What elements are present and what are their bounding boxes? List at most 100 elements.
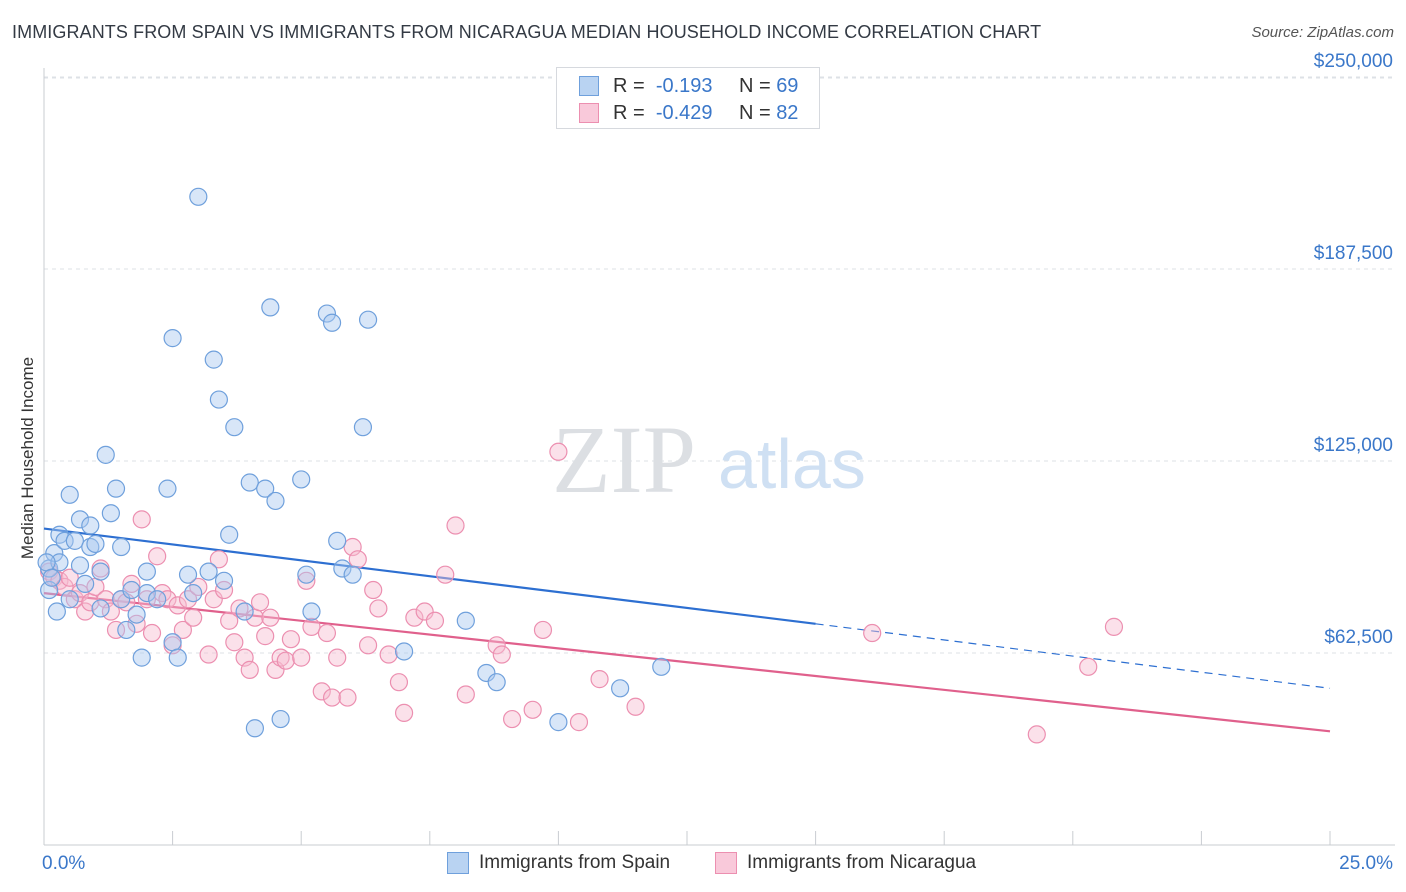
spain-point: [189, 187, 208, 206]
legend-n-value-spain: 69: [776, 74, 799, 97]
nicaragua-point: [503, 709, 522, 729]
legend-row-spain: R = -0.193 N = 69: [579, 74, 798, 98]
spain-point: [137, 583, 156, 603]
nicaragua-point: [127, 614, 146, 633]
nicaragua-point: [209, 550, 228, 569]
nicaragua-point: [549, 442, 568, 461]
spain-point: [137, 562, 156, 581]
legend-r-value-spain: -0.193: [655, 74, 713, 97]
nicaragua-point: [214, 580, 234, 600]
spain-point: [235, 602, 254, 621]
spain-trend-line: [43, 527, 816, 625]
nicaragua-point: [379, 645, 398, 664]
nicaragua-point: [358, 636, 378, 655]
spain-point: [70, 510, 90, 529]
nicaragua-point: [204, 590, 223, 609]
spain-point: [117, 620, 136, 640]
spain-point: [297, 565, 316, 584]
nicaragua-point: [492, 645, 511, 664]
spain-point: [225, 418, 244, 437]
nicaragua-point: [328, 648, 347, 667]
nicaragua-point: [137, 590, 156, 609]
nicaragua-point: [199, 645, 218, 664]
y-tick-label: $250,000: [1314, 51, 1393, 72]
spain-point: [199, 562, 218, 581]
spain-point: [70, 556, 90, 575]
spain-point: [122, 580, 141, 600]
spain-point: [302, 602, 321, 621]
spain-point: [96, 445, 115, 464]
bottom-legend-nicaragua[interactable]: Immigrants from Nicaragua: [715, 852, 976, 874]
nicaragua-point: [106, 620, 126, 640]
trend-lines: [43, 527, 1331, 733]
bottom-legend-swatch-nicaragua: [715, 852, 737, 874]
nicaragua-point: [626, 697, 645, 716]
nicaragua-point: [394, 703, 414, 723]
spain-point: [322, 313, 342, 332]
nicaragua-point: [132, 510, 151, 529]
spain-point: [86, 534, 105, 554]
spain-point: [358, 310, 378, 329]
y-tick-labels: $62,500 $125,000 $187,500 $250,000: [1314, 51, 1393, 648]
bottom-legend-spain[interactable]: Immigrants from Spain: [447, 852, 670, 874]
spain-point: [47, 602, 66, 621]
legend-r-label: R =: [613, 101, 645, 124]
x-ticks: [43, 831, 1331, 845]
nicaragua-point: [523, 700, 542, 719]
spain-point: [101, 504, 120, 523]
spain-point: [163, 633, 182, 652]
nicaragua-point: [364, 580, 383, 600]
spain-point: [45, 544, 64, 563]
spain-point: [178, 565, 198, 584]
axes: [43, 68, 1395, 846]
spain-point: [209, 390, 228, 409]
spain-point: [50, 553, 69, 572]
nicaragua-point: [158, 590, 177, 609]
nicaragua-point: [1079, 657, 1098, 676]
spain-point: [549, 713, 568, 732]
gridlines: [44, 76, 1395, 654]
spain-point: [55, 531, 74, 550]
nicaragua-point: [142, 623, 162, 643]
spain-point: [394, 642, 414, 661]
spain-point: [60, 485, 79, 504]
legend-swatch-nicaragua: [579, 103, 599, 123]
spain-point: [261, 298, 280, 317]
nicaragua-point: [148, 547, 167, 566]
spain-point: [112, 537, 131, 557]
legend-r-value-nicaragua: -0.429: [655, 101, 713, 124]
nicaragua-point: [292, 648, 311, 667]
spain-point: [333, 559, 352, 578]
spain-point: [256, 479, 275, 498]
nicaragua-point: [312, 682, 331, 701]
nicaragua-point: [415, 602, 434, 621]
spain-point: [37, 553, 56, 572]
spain-point: [343, 565, 362, 584]
nicaragua-trend-line: [43, 592, 1331, 733]
spain-point: [81, 537, 100, 557]
nicaragua-point: [261, 608, 280, 627]
legend-r-label: R =: [613, 74, 645, 97]
spain-point: [91, 562, 110, 581]
nicaragua-point: [101, 602, 120, 621]
legend-swatch-spain: [579, 76, 599, 96]
nicaragua-point: [446, 516, 465, 535]
spain-point: [42, 568, 61, 587]
nicaragua-point: [348, 550, 367, 569]
nicaragua-point: [302, 617, 321, 636]
bottom-legend-label-nicaragua: Immigrants from Nicaragua: [747, 852, 977, 873]
nicaragua-point: [369, 599, 388, 618]
nicaragua-point: [1104, 617, 1124, 636]
spain-trend-extension: [815, 623, 1331, 689]
spain-point: [184, 583, 203, 603]
chart-title: IMMIGRANTS FROM SPAIN VS IMMIGRANTS FROM…: [12, 22, 1042, 42]
x-tick-label-min: 0.0%: [42, 853, 85, 874]
spain-point: [245, 719, 265, 738]
nicaragua-point: [230, 599, 249, 618]
nicaragua-point: [322, 688, 342, 707]
nicaragua-point: [297, 571, 316, 590]
spain-point: [106, 479, 126, 498]
spain-point: [328, 531, 347, 550]
nicaragua-point: [405, 608, 424, 627]
